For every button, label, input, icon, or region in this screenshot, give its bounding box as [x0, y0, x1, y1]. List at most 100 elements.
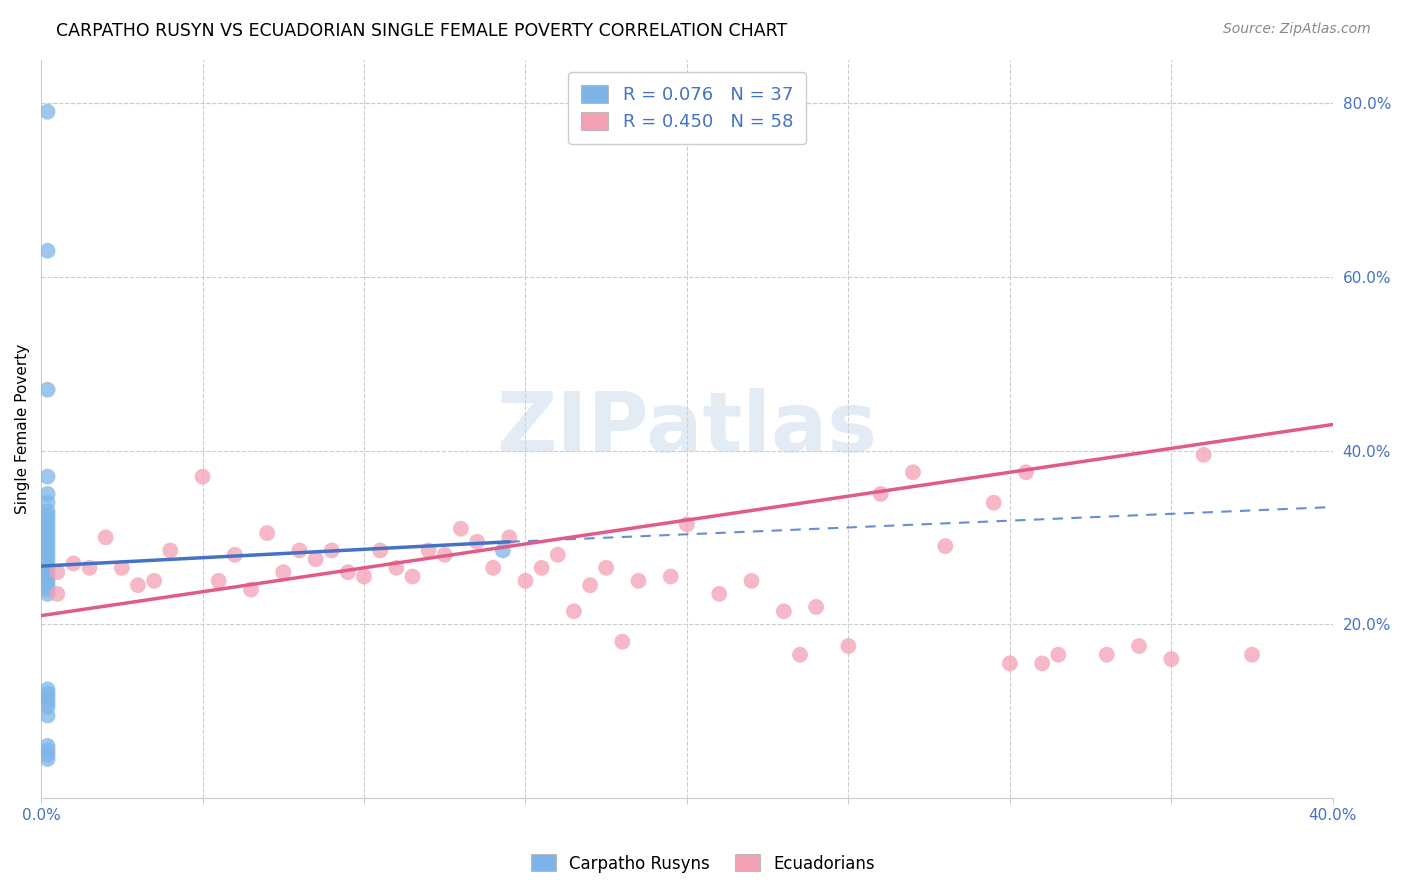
- Point: [1192, 448, 1215, 462]
- Point: [37, 574, 59, 588]
- Point: [94, 530, 117, 544]
- Y-axis label: Single Female Poverty: Single Female Poverty: [15, 343, 30, 514]
- Point: [143, 574, 166, 588]
- Point: [515, 574, 537, 588]
- Point: [492, 543, 515, 558]
- Text: ZIPatlas: ZIPatlas: [496, 388, 877, 469]
- Point: [465, 534, 488, 549]
- Point: [62, 557, 84, 571]
- Point: [741, 574, 763, 588]
- Point: [433, 548, 456, 562]
- Point: [869, 487, 891, 501]
- Point: [46, 565, 69, 579]
- Point: [208, 574, 231, 588]
- Point: [450, 522, 472, 536]
- Point: [772, 604, 794, 618]
- Point: [595, 561, 617, 575]
- Point: [37, 569, 59, 583]
- Point: [1015, 465, 1038, 479]
- Point: [37, 699, 59, 714]
- Point: [385, 561, 408, 575]
- Point: [837, 639, 859, 653]
- Point: [579, 578, 602, 592]
- Point: [37, 561, 59, 575]
- Point: [224, 548, 246, 562]
- Point: [37, 682, 59, 697]
- Text: Source: ZipAtlas.com: Source: ZipAtlas.com: [1223, 22, 1371, 37]
- Point: [37, 104, 59, 119]
- Point: [37, 696, 59, 710]
- Point: [934, 539, 956, 553]
- Point: [998, 657, 1021, 671]
- Point: [111, 561, 134, 575]
- Point: [321, 543, 343, 558]
- Point: [37, 687, 59, 701]
- Point: [159, 543, 181, 558]
- Point: [37, 739, 59, 753]
- Point: [983, 496, 1005, 510]
- Point: [1128, 639, 1150, 653]
- Point: [37, 522, 59, 536]
- Point: [37, 552, 59, 566]
- Point: [1241, 648, 1264, 662]
- Point: [498, 530, 520, 544]
- Point: [789, 648, 811, 662]
- Point: [336, 565, 359, 579]
- Point: [1047, 648, 1070, 662]
- Text: CARPATHO RUSYN VS ECUADORIAN SINGLE FEMALE POVERTY CORRELATION CHART: CARPATHO RUSYN VS ECUADORIAN SINGLE FEMA…: [56, 22, 787, 40]
- Point: [659, 569, 682, 583]
- Point: [37, 504, 59, 518]
- Point: [37, 383, 59, 397]
- Point: [37, 539, 59, 553]
- Point: [37, 743, 59, 757]
- Point: [37, 496, 59, 510]
- Point: [1095, 648, 1118, 662]
- Point: [37, 517, 59, 532]
- Point: [901, 465, 924, 479]
- Point: [709, 587, 731, 601]
- Point: [562, 604, 585, 618]
- Point: [804, 599, 827, 614]
- Point: [288, 543, 311, 558]
- Point: [37, 587, 59, 601]
- Point: [1160, 652, 1182, 666]
- Point: [418, 543, 440, 558]
- Point: [1031, 657, 1053, 671]
- Point: [676, 517, 699, 532]
- Point: [46, 587, 69, 601]
- Point: [37, 530, 59, 544]
- Point: [37, 244, 59, 258]
- Point: [530, 561, 553, 575]
- Point: [37, 469, 59, 483]
- Point: [240, 582, 263, 597]
- Point: [612, 634, 634, 648]
- Point: [191, 469, 214, 483]
- Point: [271, 565, 294, 579]
- Point: [256, 526, 278, 541]
- Point: [37, 526, 59, 541]
- Point: [304, 552, 326, 566]
- Point: [401, 569, 423, 583]
- Point: [368, 543, 391, 558]
- Point: [37, 543, 59, 558]
- Point: [37, 557, 59, 571]
- Point: [37, 565, 59, 579]
- Point: [627, 574, 650, 588]
- Point: [79, 561, 101, 575]
- Point: [353, 569, 375, 583]
- Point: [37, 534, 59, 549]
- Point: [37, 513, 59, 527]
- Point: [127, 578, 149, 592]
- Point: [37, 508, 59, 523]
- Point: [37, 752, 59, 766]
- Point: [37, 578, 59, 592]
- Point: [37, 708, 59, 723]
- Point: [37, 582, 59, 597]
- Legend: Carpatho Rusyns, Ecuadorians: Carpatho Rusyns, Ecuadorians: [524, 847, 882, 880]
- Point: [547, 548, 569, 562]
- Legend: R = 0.076   N = 37, R = 0.450   N = 58: R = 0.076 N = 37, R = 0.450 N = 58: [568, 72, 806, 144]
- Point: [37, 548, 59, 562]
- Point: [37, 691, 59, 706]
- Point: [37, 747, 59, 762]
- Point: [37, 487, 59, 501]
